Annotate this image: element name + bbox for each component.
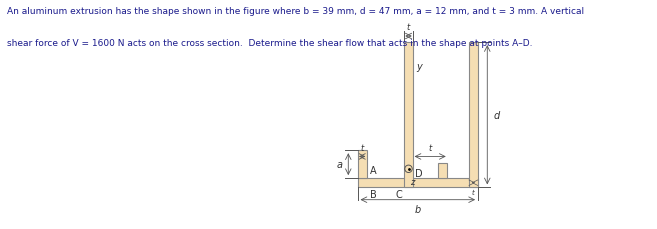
Text: D: D bbox=[415, 168, 422, 178]
Text: A: A bbox=[370, 165, 376, 175]
Text: z: z bbox=[410, 177, 415, 186]
Text: shear force of V = 1600 N acts on the cross section.  Determine the shear flow t: shear force of V = 1600 N acts on the cr… bbox=[7, 39, 532, 48]
Bar bbox=[468, 43, 478, 188]
Text: An aluminum extrusion has the shape shown in the figure where b = 39 mm, d = 47 : An aluminum extrusion has the shape show… bbox=[7, 7, 583, 16]
Text: y: y bbox=[417, 61, 422, 71]
Text: t: t bbox=[428, 143, 432, 152]
Text: a: a bbox=[336, 159, 342, 169]
Bar bbox=[357, 178, 478, 188]
Text: B: B bbox=[370, 189, 376, 199]
Bar bbox=[357, 151, 367, 178]
Text: d: d bbox=[493, 110, 500, 120]
Text: C: C bbox=[396, 189, 402, 199]
Text: b: b bbox=[415, 204, 421, 214]
Text: t: t bbox=[361, 143, 364, 152]
Bar bbox=[438, 163, 447, 178]
Text: t: t bbox=[407, 23, 410, 32]
Text: t: t bbox=[472, 189, 475, 195]
Bar bbox=[404, 43, 413, 188]
